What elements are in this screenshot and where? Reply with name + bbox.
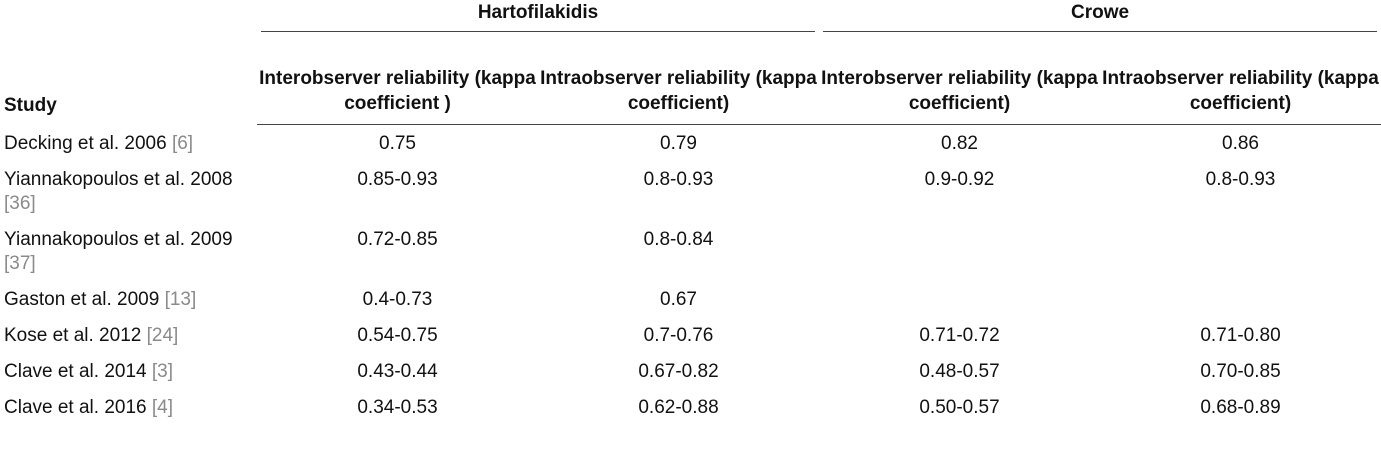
group-title: Crowe [823,2,1378,32]
value-cell: 0.70-0.85 [1200,361,1281,382]
value-cell: 0.8-0.93 [1205,169,1276,190]
value-cell: 0.43-0.44 [357,361,438,382]
value-cell: 0.82 [941,133,978,154]
column-header: Interobserver reliability (kappa coeffic… [257,34,538,125]
table-row: Gaston et al. 2009 [13] 0.4-0.73 0.67 [0,281,1381,317]
table-body: Decking et al. 2006 [6] 0.75 0.79 0.82 0.86 Y… [0,125,1381,426]
value-cell: 0.50-0.57 [919,397,1000,418]
table-row: Clave et al. 2014 [3] 0.43-0.44 0.67-0.82 0… [0,353,1381,389]
value-cell: 0.86 [1222,133,1259,154]
group-title: Hartofilakidis [261,2,815,32]
column-header: Intraobserver reliability (kappa coeffic… [1100,34,1381,125]
table-row: Yiannakopoulos et al. 2009 [37] 0.72-0.85… [0,221,1381,281]
value-cell: 0.75 [379,133,416,154]
study-name: Clave et al. 2014 [4,361,147,382]
empty-cell [1100,221,1381,281]
value-cell: 0.85-0.93 [357,169,438,190]
reference: [37] [4,253,36,274]
table-row: Kose et al. 2012 [24] 0.54-0.75 0.7-0.76 0.… [0,317,1381,353]
group-header: Hartofilakidis [257,0,819,34]
study-name: Gaston et al. 2009 [4,289,160,310]
value-cell: 0.4-0.73 [362,289,433,310]
reference: [24] [146,325,179,346]
study-cell: Yiannakopoulos et al. 2009 [37] [0,221,257,281]
study-cell: Kose et al. 2012 [24] [0,317,257,353]
study-cell: Decking et al. 2006 [6] [0,125,257,162]
reference: [4] [151,397,173,418]
empty-cell [1100,281,1381,317]
value-cell: 0.72-0.85 [357,229,438,250]
value-cell: 0.34-0.53 [357,397,438,418]
reference: [13] [164,289,197,310]
value-cell: 0.68-0.89 [1200,397,1281,418]
value-cell: 0.71-0.80 [1200,325,1281,346]
value-cell: 0.62-0.88 [638,397,719,418]
study-cell: Clave et al. 2014 [3] [0,353,257,389]
study-cell: Gaston et al. 2009 [13] [0,281,257,317]
group-header: Crowe [819,0,1381,34]
value-cell: 0.7-0.76 [643,325,714,346]
value-cell: 0.71-0.72 [919,325,1000,346]
value-cell: 0.67-0.82 [638,361,719,382]
group-header-row: Study Hartofilakidis Crowe [0,0,1381,116]
value-cell: 0.54-0.75 [357,325,438,346]
study-name: Decking et al. 2006 [4,132,167,154]
study-header: Study [4,94,57,116]
study-cell: Yiannakopoulos et al. 2008 [36] [0,161,257,221]
study-name: Yiannakopoulos et al. 2009 [4,229,233,250]
value-cell: 0.9-0.92 [924,169,995,190]
table-row: Clave et al. 2016 [4] 0.34-0.53 0.62-0.88 0… [0,389,1381,425]
table-row: Decking et al. 2006 [6] 0.75 0.79 0.82 0.86 [0,125,1381,162]
value-cell: 0.48-0.57 [919,361,1000,382]
reference: [36] [4,193,36,214]
value-cell: 0.8-0.84 [643,229,714,250]
value-cell: 0.8-0.93 [643,169,714,190]
column-header: Interobserver reliability (kappa coeffic… [819,34,1100,125]
reference: [6] [171,132,194,154]
study-name: Yiannakopoulos et al. 2008 [4,169,233,190]
study-name: Clave et al. 2016 [4,397,147,418]
reference: [3] [151,361,173,382]
empty-cell [819,221,1100,281]
study-name: Kose et al. 2012 [4,325,142,346]
value-cell: 0.79 [660,133,697,154]
empty-cell [819,281,1100,317]
study-cell: Clave et al. 2016 [4] [0,389,257,425]
value-cell: 0.67 [660,289,697,310]
table: Study Hartofilakidis Crowe Interobserver … [0,0,1381,426]
column-header: Intraobserver reliability (kappa coeffic… [538,34,819,125]
column-header-row: Interobserver reliability (kappa coeffic… [0,34,1381,125]
table-row: Yiannakopoulos et al. 2008 [36] 0.85-0.93… [0,161,1381,221]
